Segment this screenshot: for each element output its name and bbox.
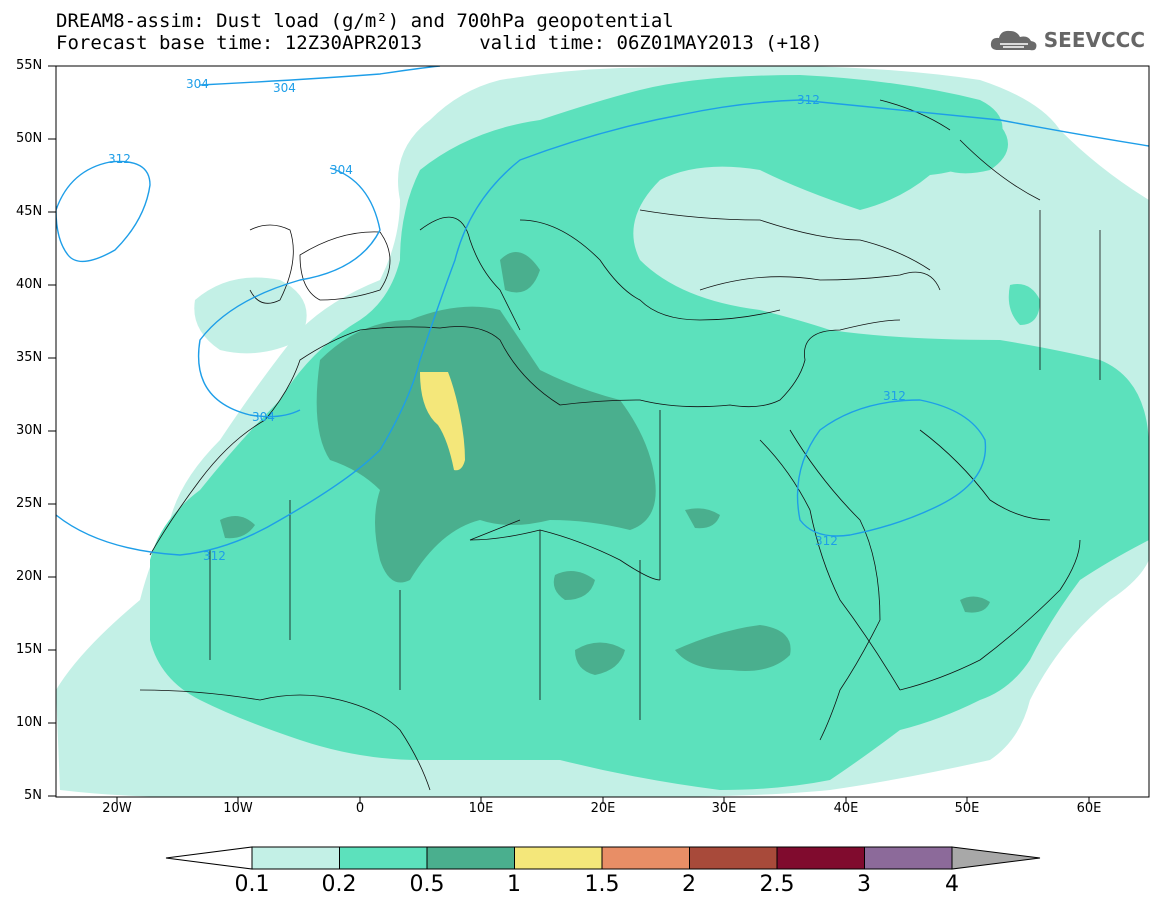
colorbar (165, 846, 1041, 870)
colorbar-swatch (339, 846, 428, 870)
cloud-logo-icon (990, 30, 1037, 51)
map-title: DREAM8-assim: Dust load (g/m²) and 700hP… (56, 10, 674, 32)
axis-ticks (48, 65, 1090, 804)
lon-label: 60E (1076, 801, 1102, 816)
colorbar-swatch (514, 846, 603, 870)
colorbar-over (951, 846, 1041, 870)
contour-label: 312 (797, 93, 820, 107)
colorbar-label: 0.1 (234, 872, 270, 897)
colorbar-label: 2 (682, 872, 696, 897)
colorbar-swatch (251, 846, 340, 870)
colorbar-label: 0.5 (409, 872, 445, 897)
lon-label: 50E (954, 801, 980, 816)
lat-label: 35N (16, 350, 43, 365)
lat-label: 45N (16, 204, 43, 219)
coastlines (139, 99, 1101, 791)
lon-label: 40E (833, 801, 859, 816)
logo-text: SEEVCCC (1043, 28, 1145, 52)
geopotential-contours (56, 66, 1149, 556)
colorbar-swatch (601, 846, 690, 870)
contour-label: 312 (815, 534, 838, 548)
lat-label: 5N (24, 788, 42, 803)
colorbar-under (165, 846, 253, 870)
forecast-time: Forecast base time: 12Z30APR2013 valid t… (56, 32, 823, 54)
lon-label: 20E (590, 801, 616, 816)
colorbar-label: 2.5 (759, 872, 795, 897)
contour-label: 312 (883, 389, 906, 403)
contour-label: 304 (330, 163, 353, 177)
contour-label: 304 (186, 77, 209, 91)
map-area: 304 304 304 312 312 312 312 312 304 (56, 66, 1149, 797)
lat-label: 10N (16, 715, 43, 730)
lon-label: 30E (711, 801, 737, 816)
lat-label: 50N (16, 131, 43, 146)
colorbar-swatch (864, 846, 953, 870)
dust-layer-dark (220, 252, 990, 675)
contour-label: 312 (203, 549, 226, 563)
lon-label: 20W (102, 801, 132, 816)
colorbar-swatch (426, 846, 515, 870)
lon-label: 10E (468, 801, 494, 816)
lat-label: 30N (16, 423, 43, 438)
dust-layer-high (420, 372, 465, 471)
lat-label: 55N (16, 58, 43, 73)
contour-label: 304 (273, 81, 296, 95)
lat-label: 15N (16, 642, 43, 657)
colorbar-label: 0.2 (321, 872, 357, 897)
contour-label: 312 (108, 152, 131, 166)
colorbar-swatch (776, 846, 865, 870)
colorbar-swatch (689, 846, 778, 870)
lat-label: 25N (16, 496, 43, 511)
colorbar-label: 3 (857, 872, 871, 897)
colorbar-label: 1 (507, 872, 521, 897)
seevccc-logo: SEEVCCC (988, 26, 1145, 54)
contour-labels: 304 304 304 312 312 312 312 312 304 (108, 77, 906, 563)
contour-label: 304 (252, 410, 275, 424)
colorbar-label: 4 (945, 872, 959, 897)
colorbar-label: 1.5 (584, 872, 620, 897)
lat-label: 40N (16, 277, 43, 292)
lat-label: 20N (16, 569, 43, 584)
lon-label: 10W (223, 801, 253, 816)
lon-label: 0 (355, 801, 365, 816)
